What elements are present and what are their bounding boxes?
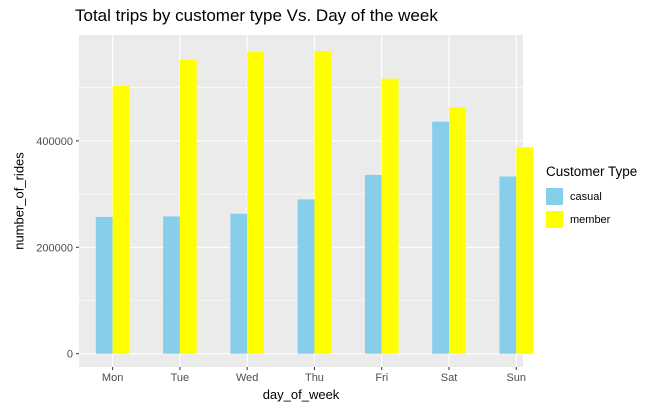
bar-member-fri xyxy=(381,78,399,354)
bar-member-sun xyxy=(516,147,534,354)
bar-member-wed xyxy=(247,52,264,354)
legend-label-member: member xyxy=(570,213,611,226)
x-tick-label: Sun xyxy=(506,372,526,384)
x-axis-label: day_of_week xyxy=(263,387,340,402)
x-tick-label: Wed xyxy=(236,372,258,384)
bar-casual-sat xyxy=(432,121,449,354)
legend-item-casual: casual xyxy=(546,185,637,208)
axis-ticks xyxy=(76,140,517,370)
bars xyxy=(95,50,534,354)
bar-member-tue xyxy=(179,60,197,354)
bar-member-mon xyxy=(112,86,130,354)
x-tick-label: Sat xyxy=(441,372,458,384)
bar-casual-tue xyxy=(163,216,180,354)
bar-casual-sun xyxy=(499,176,517,354)
y-tick-label: 400000 xyxy=(36,136,73,148)
x-tick-label: Tue xyxy=(171,372,190,384)
chart-title: Total trips by customer type Vs. Day of … xyxy=(75,6,438,25)
bar-casual-mon xyxy=(95,216,113,354)
y-axis-label: number_of_rides xyxy=(12,152,27,250)
legend-title: Customer Type xyxy=(546,164,638,179)
y-tick-label: 0 xyxy=(67,349,73,361)
bar-casual-wed xyxy=(230,213,248,354)
legend-key-casual xyxy=(546,188,563,205)
legend-item-member: member xyxy=(546,208,637,231)
x-tick-label: Mon xyxy=(102,372,123,384)
legend: Customer Type casual member xyxy=(546,164,637,231)
y-axis-tick-labels: 0 200000 400000 xyxy=(36,136,73,361)
x-axis-tick-labels: Mon Tue Wed Thu Fri Sat Sun xyxy=(102,372,526,384)
bar-casual-fri xyxy=(364,174,382,354)
x-tick-label: Thu xyxy=(305,372,324,384)
y-tick-label: 200000 xyxy=(36,242,73,254)
legend-label-casual: casual xyxy=(570,190,602,203)
bar-member-sat xyxy=(449,107,466,354)
x-tick-label: Fri xyxy=(375,372,388,384)
bar-casual-thu xyxy=(297,199,315,354)
legend-key-member xyxy=(546,211,563,228)
bar-member-thu xyxy=(314,50,332,354)
